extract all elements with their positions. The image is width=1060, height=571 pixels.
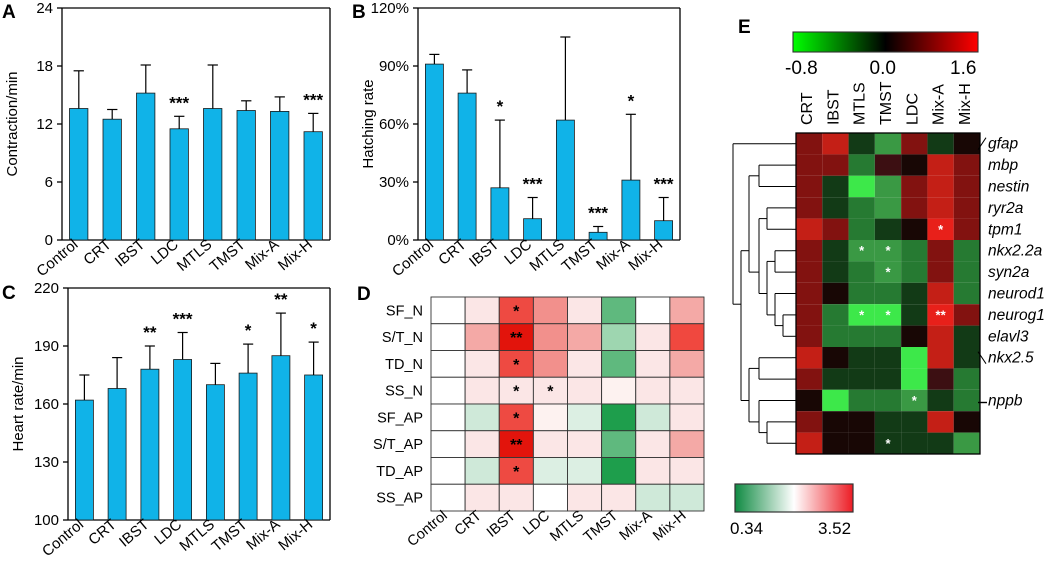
- svg-text:*: *: [513, 464, 520, 481]
- svg-text:TMST: TMST: [558, 236, 600, 275]
- svg-text:**: **: [274, 290, 288, 309]
- svg-text:SF_N: SF_N: [386, 303, 423, 319]
- svg-text:***: ***: [303, 90, 323, 109]
- svg-text:IBST: IBST: [466, 236, 502, 270]
- svg-text:190: 190: [34, 338, 59, 355]
- svg-text:0: 0: [45, 232, 53, 249]
- svg-text:MTLS: MTLS: [176, 516, 218, 555]
- svg-text:TD_N: TD_N: [385, 357, 423, 373]
- svg-text:***: ***: [173, 310, 193, 329]
- svg-text:0%: 0%: [387, 232, 409, 249]
- svg-text:MTLS: MTLS: [852, 82, 869, 125]
- svg-text:CRT: CRT: [799, 92, 816, 125]
- svg-text:120%: 120%: [371, 0, 409, 17]
- svg-text:Control: Control: [405, 508, 451, 550]
- svg-text:***: ***: [588, 204, 608, 223]
- svg-text:Mix-A: Mix-A: [243, 516, 283, 554]
- svg-text:IBST: IBST: [484, 508, 519, 541]
- svg-text:CRT: CRT: [435, 236, 469, 269]
- svg-text:nkx2.5: nkx2.5: [988, 350, 1034, 367]
- svg-text:*: *: [513, 357, 520, 374]
- svg-text:neurog1: neurog1: [988, 307, 1045, 324]
- svg-text:160: 160: [34, 396, 59, 413]
- svg-text:nkx2.2a: nkx2.2a: [988, 243, 1043, 260]
- svg-text:Contraction/min: Contraction/min: [4, 71, 21, 176]
- svg-text:Heart rate/min: Heart rate/min: [10, 356, 27, 451]
- svg-text:***: ***: [169, 93, 189, 112]
- svg-text:*: *: [628, 91, 635, 110]
- svg-text:Mix-A: Mix-A: [593, 236, 633, 274]
- svg-text:***: ***: [654, 175, 674, 194]
- svg-text:***: ***: [523, 175, 543, 194]
- svg-text:Hatching rate: Hatching rate: [360, 79, 377, 168]
- svg-text:30%: 30%: [379, 174, 409, 191]
- svg-text:S/T_N: S/T_N: [382, 330, 423, 346]
- svg-text:60%: 60%: [379, 116, 409, 133]
- svg-text:18: 18: [36, 58, 53, 75]
- svg-text:Mix-A: Mix-A: [242, 236, 282, 274]
- svg-text:100: 100: [34, 512, 59, 529]
- svg-text:*: *: [513, 410, 520, 427]
- svg-text:Mix-H: Mix-H: [957, 83, 974, 125]
- svg-text:-0.8: -0.8: [785, 58, 818, 79]
- svg-text:Mix-H: Mix-H: [650, 508, 689, 545]
- svg-text:Mix-A: Mix-A: [931, 84, 948, 125]
- svg-text:LDC: LDC: [904, 93, 921, 125]
- svg-text:MTLS: MTLS: [174, 236, 216, 275]
- svg-text:6: 6: [45, 174, 53, 191]
- svg-text:SS_N: SS_N: [385, 384, 423, 400]
- svg-text:CRT: CRT: [452, 508, 485, 539]
- svg-text:E: E: [738, 17, 751, 38]
- svg-text:TMST: TMST: [207, 236, 249, 275]
- svg-text:tpm1: tpm1: [988, 221, 1022, 238]
- svg-text:nestin: nestin: [988, 179, 1029, 196]
- svg-text:*: *: [497, 97, 504, 116]
- svg-text:elavl3: elavl3: [988, 328, 1029, 345]
- svg-text:mbp: mbp: [988, 157, 1019, 174]
- svg-text:**: **: [143, 323, 157, 342]
- svg-text:*: *: [513, 384, 520, 401]
- svg-text:MTLS: MTLS: [526, 236, 568, 275]
- svg-text:*: *: [245, 321, 252, 340]
- svg-text:1.6: 1.6: [950, 58, 976, 79]
- svg-text:Mix-H: Mix-H: [625, 236, 666, 274]
- svg-text:**: **: [510, 330, 523, 347]
- svg-text:220: 220: [34, 280, 59, 297]
- svg-text:24: 24: [36, 0, 53, 17]
- svg-text:neurod1: neurod1: [988, 286, 1045, 303]
- svg-text:S/T_AP: S/T_AP: [373, 437, 423, 453]
- svg-text:**: **: [510, 437, 523, 454]
- svg-text:nppb: nppb: [988, 393, 1023, 410]
- svg-text:CRT: CRT: [80, 236, 114, 269]
- svg-text:TMST: TMST: [581, 508, 622, 546]
- svg-text:IBST: IBST: [112, 236, 148, 270]
- svg-text:**: **: [936, 307, 947, 322]
- svg-text:12: 12: [36, 116, 53, 133]
- svg-text:D: D: [357, 284, 371, 305]
- svg-text:IBST: IBST: [825, 89, 842, 125]
- svg-text:Mix-H: Mix-H: [275, 236, 316, 274]
- svg-text:Control: Control: [33, 236, 81, 280]
- svg-text:TD_AP: TD_AP: [376, 464, 423, 480]
- svg-text:TMST: TMST: [878, 81, 895, 125]
- svg-text:90%: 90%: [379, 58, 409, 75]
- svg-text:MTLS: MTLS: [547, 508, 587, 545]
- svg-text:syn2a: syn2a: [988, 264, 1030, 281]
- svg-text:Mix-A: Mix-A: [617, 508, 656, 544]
- svg-text:TMST: TMST: [208, 516, 250, 555]
- svg-text:IBST: IBST: [116, 516, 152, 550]
- svg-text:gfap: gfap: [988, 136, 1019, 153]
- svg-text:CRT: CRT: [85, 516, 119, 549]
- svg-text:ryr2a: ryr2a: [988, 200, 1024, 217]
- svg-text:0.0: 0.0: [870, 58, 896, 79]
- svg-text:*: *: [513, 303, 520, 320]
- svg-text:130: 130: [34, 454, 59, 471]
- svg-text:SS_AP: SS_AP: [376, 491, 423, 507]
- svg-text:SF_AP: SF_AP: [377, 410, 423, 426]
- svg-text:*: *: [547, 384, 554, 401]
